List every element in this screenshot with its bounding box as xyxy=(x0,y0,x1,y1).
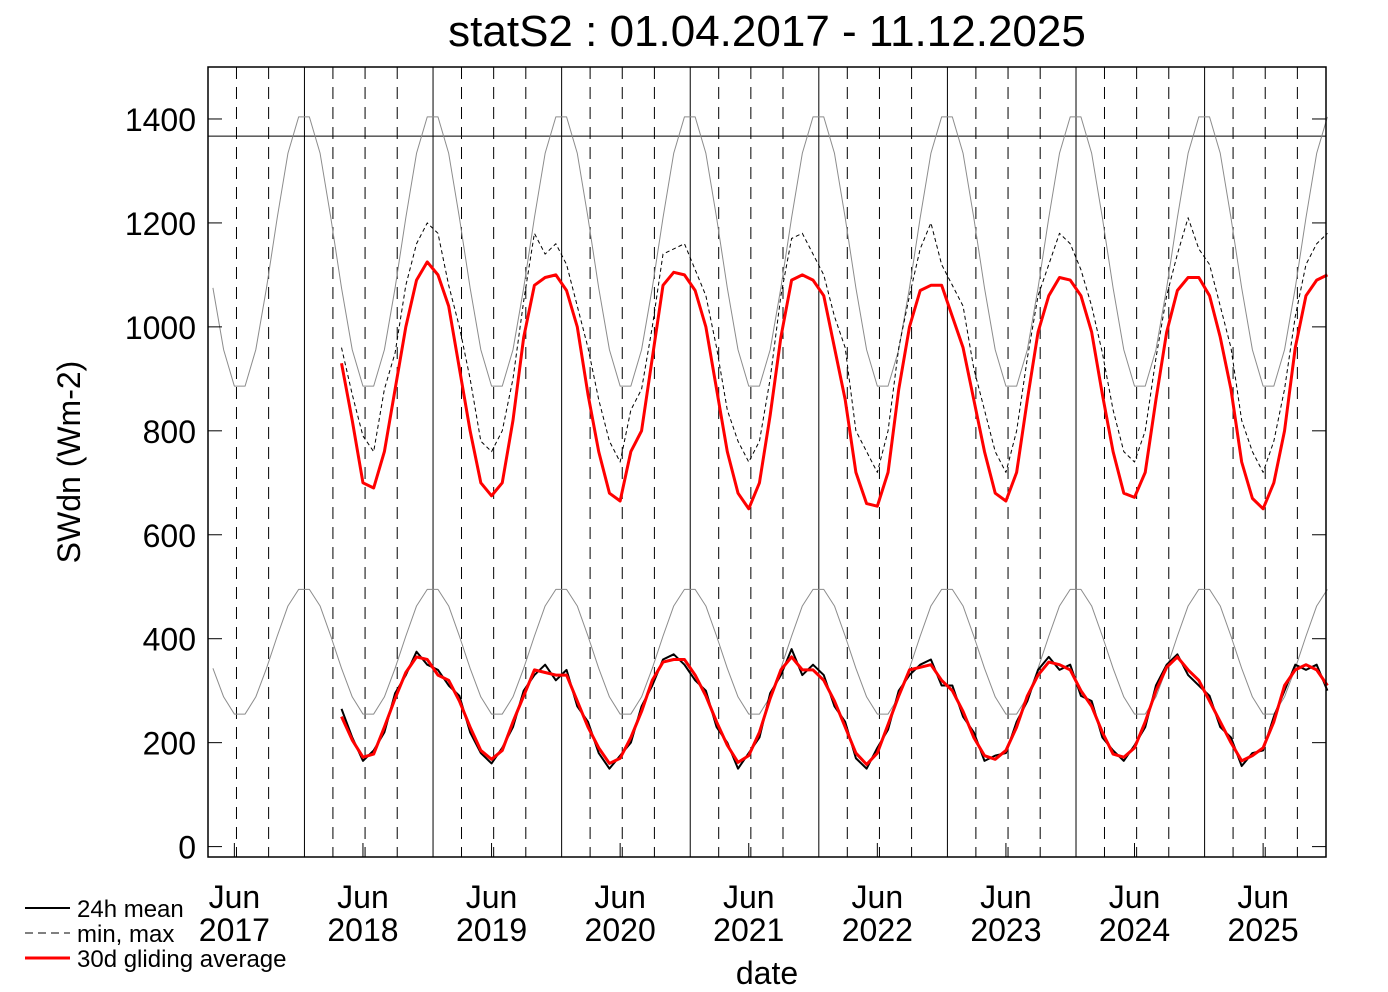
x-tick-label-line: Jun xyxy=(594,879,646,915)
x-tick-label-line: 2019 xyxy=(456,912,527,948)
series-line xyxy=(340,260,1329,511)
plot-frame xyxy=(207,66,1327,858)
x-tick-label-line: Jun xyxy=(723,879,775,915)
x-tick-label: Jun 2024 xyxy=(1099,879,1170,948)
x-tick-label-line: 2022 xyxy=(842,912,913,948)
x-tick-label: Jun 2020 xyxy=(585,879,656,948)
x-tick-label-line: Jun xyxy=(1109,879,1161,915)
y-tick-label: 1400 xyxy=(125,102,196,138)
x-tick-label-line: 2025 xyxy=(1228,912,1299,948)
series-line xyxy=(212,116,1328,387)
y-tick-label: 200 xyxy=(143,726,196,762)
x-tick-label: Jun 2023 xyxy=(970,879,1041,948)
legend-label: 30d gliding average xyxy=(77,946,287,973)
legend-label: 24h mean xyxy=(77,896,184,923)
x-tick-label-line: 2018 xyxy=(327,912,398,948)
y-tick-label: 400 xyxy=(143,622,196,658)
x-tick-label: Jun 2022 xyxy=(842,879,913,948)
series-line xyxy=(340,655,1329,766)
x-tick-label: Jun 2025 xyxy=(1228,879,1299,948)
x-tick-label-line: Jun xyxy=(852,879,904,915)
x-tick-label-line: Jun xyxy=(980,879,1032,915)
y-tick-label: 1200 xyxy=(125,206,196,242)
x-tick-label-line: Jun xyxy=(337,879,389,915)
x-tick-label-line: Jun xyxy=(209,879,261,915)
y-tick-label: 0 xyxy=(178,830,196,866)
chart-title: statS2 : 01.04.2017 - 11.12.2025 xyxy=(448,7,1086,56)
y-tick-label: 800 xyxy=(143,414,196,450)
x-tick-label: Jun 2021 xyxy=(713,879,784,948)
x-tick-label-line: 2024 xyxy=(1099,912,1170,948)
x-tick-label: Jun 2018 xyxy=(327,879,398,948)
y-tick-label: 600 xyxy=(143,518,196,554)
y-tick-label: 1000 xyxy=(125,310,196,346)
x-tick-label-line: Jun xyxy=(1237,879,1289,915)
x-tick-label-line: 2021 xyxy=(713,912,784,948)
plot-area xyxy=(208,67,1329,857)
x-axis-label: date xyxy=(736,955,798,991)
y-axis-label: SWdn (Wm-2) xyxy=(51,361,87,564)
x-tick-label-line: 2023 xyxy=(970,912,1041,948)
legend-label: min, max xyxy=(77,921,174,948)
x-tick-label-line: 2020 xyxy=(585,912,656,948)
x-tick-label: Jun 2019 xyxy=(456,879,527,948)
x-tick-label: Jun 2017 xyxy=(199,879,270,948)
x-tick-label-line: 2017 xyxy=(199,912,270,948)
x-tick-label-line: Jun xyxy=(466,879,518,915)
